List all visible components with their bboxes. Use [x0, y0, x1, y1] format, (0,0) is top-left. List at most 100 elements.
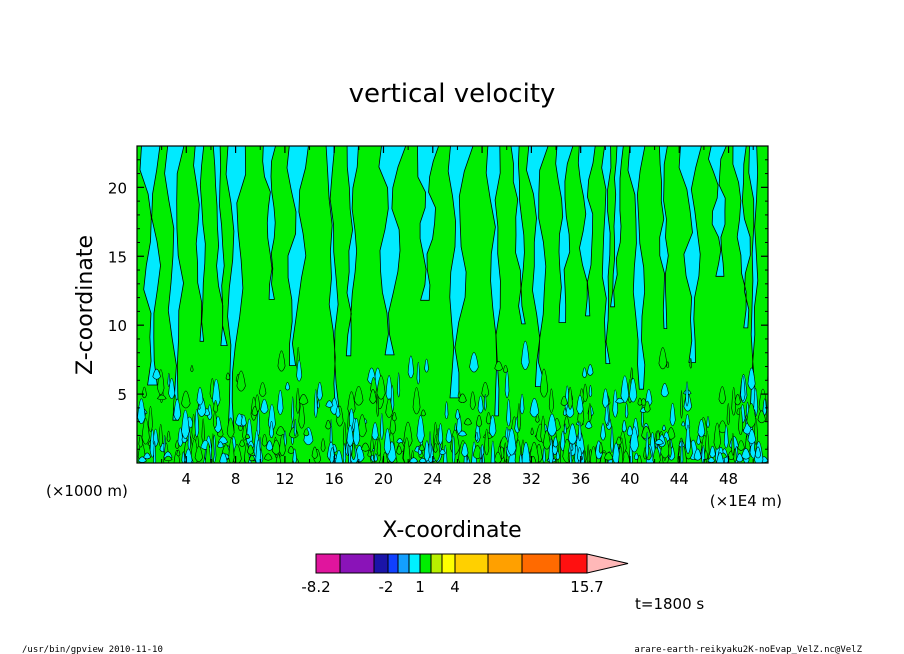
downdraft-region — [577, 146, 596, 317]
convective-cell — [296, 359, 303, 382]
convective-cell — [615, 397, 625, 404]
convective-cell — [713, 422, 721, 450]
convective-cell — [521, 340, 530, 370]
convective-cell — [507, 428, 517, 456]
convective-cell — [298, 394, 309, 405]
convective-cell — [455, 409, 461, 420]
downdraft-region — [678, 146, 702, 363]
x-axis-label: X-coordinate — [382, 518, 521, 543]
convective-cell — [701, 445, 706, 463]
convective-cell — [662, 424, 666, 431]
convective-cell — [376, 394, 380, 417]
convective-cell — [207, 404, 213, 420]
convective-cell — [552, 436, 559, 448]
convective-cell — [484, 428, 490, 456]
convective-cell — [731, 433, 735, 456]
convective-cell — [148, 406, 153, 433]
convective-cell — [311, 446, 318, 459]
convective-cell — [236, 370, 246, 392]
convective-cell — [353, 385, 364, 406]
x-tick-label: 16 — [325, 470, 344, 488]
convective-cell — [391, 411, 397, 422]
colorbar-swatch — [315, 553, 341, 574]
convective-cell — [747, 429, 757, 444]
convective-cell — [346, 424, 354, 447]
convective-cell — [285, 382, 291, 391]
downdraft-region — [164, 146, 185, 421]
convective-cell — [277, 350, 286, 372]
convective-cell — [469, 391, 476, 410]
downdraft-region — [262, 146, 276, 300]
colorbar-label-m2: -2 — [379, 578, 394, 596]
convective-cell — [369, 389, 377, 404]
convective-cell — [494, 361, 503, 371]
convective-cell — [263, 453, 273, 461]
convective-cell — [376, 375, 386, 400]
convective-cell — [293, 418, 297, 437]
convective-cell — [397, 372, 401, 398]
downdraft-region — [610, 146, 624, 308]
downdraft-region — [732, 146, 751, 329]
convective-cell — [420, 409, 426, 417]
x-tick-label: 24 — [423, 470, 442, 488]
downdraft-region — [708, 146, 727, 277]
convective-cell — [668, 439, 672, 458]
y-tick-label: 10 — [108, 317, 127, 335]
convective-cell — [251, 406, 259, 416]
y-tick-label: 20 — [108, 179, 127, 197]
convective-cell — [325, 400, 334, 408]
convective-cell — [367, 449, 372, 458]
colorbar-swatch — [419, 553, 432, 574]
convective-cell — [587, 403, 592, 422]
convective-cell — [660, 383, 669, 398]
downdraft-region — [286, 146, 309, 366]
convective-cell — [255, 439, 262, 463]
convective-cell — [555, 450, 560, 460]
convective-cell — [217, 441, 224, 449]
x-tick-label: 40 — [620, 470, 639, 488]
convective-cell — [490, 440, 496, 463]
convective-cell — [589, 446, 598, 463]
colorbar-swatch — [559, 553, 588, 574]
convective-cell — [734, 394, 741, 406]
x-tick-label: 36 — [571, 470, 590, 488]
convective-cell — [240, 414, 247, 427]
convective-cell — [697, 419, 706, 438]
convective-cell — [428, 431, 432, 458]
convective-cell — [197, 404, 201, 410]
convective-cell — [645, 431, 649, 459]
convective-cell — [547, 413, 557, 437]
convective-cell — [138, 435, 144, 448]
convective-cell — [506, 399, 511, 427]
y-tick-label: 5 — [117, 386, 127, 404]
convective-cell — [519, 393, 525, 415]
convective-cell — [279, 434, 286, 457]
convective-cell — [173, 398, 182, 421]
convective-cell — [352, 418, 361, 446]
convective-cell — [166, 430, 171, 442]
convective-cell — [529, 398, 540, 418]
downdraft-region — [627, 146, 646, 390]
convective-cell — [588, 385, 593, 398]
convective-cell — [636, 454, 642, 463]
convective-cell — [298, 402, 306, 429]
convective-cell — [396, 438, 404, 444]
convective-cell — [707, 457, 716, 463]
colorbar-swatch — [487, 553, 523, 574]
convective-cell — [439, 449, 446, 455]
convective-cell — [754, 446, 762, 459]
convective-cell — [669, 402, 676, 427]
convective-cell — [261, 433, 268, 447]
convective-cell — [481, 382, 490, 398]
convective-cell — [416, 415, 425, 444]
convective-cell — [626, 425, 634, 437]
convective-cell — [181, 409, 190, 439]
convective-cell — [570, 442, 574, 451]
convective-cell — [153, 440, 157, 463]
convective-cell — [517, 403, 521, 431]
convective-cell — [463, 418, 472, 426]
colorbar-swatch — [441, 553, 456, 574]
convective-cell — [396, 445, 403, 455]
